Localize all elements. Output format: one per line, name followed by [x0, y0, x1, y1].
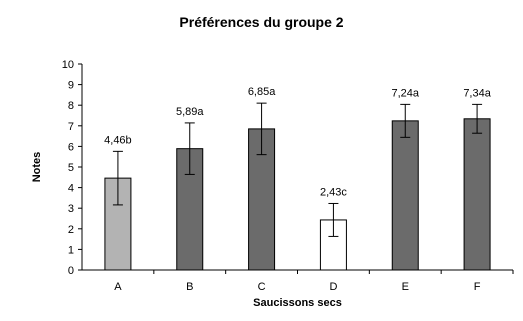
data-label: 7,34a: [463, 87, 491, 99]
y-tick-label: 3: [68, 203, 74, 215]
x-tick-label: A: [114, 281, 122, 293]
bars: [104, 102, 491, 271]
labels: A 4,46b B 5,89a C 6,85a D 2,43c E 7,24a F 7,34a Sauc…: [104, 86, 492, 309]
bar: [463, 118, 491, 271]
y-tick-label: 1: [68, 244, 74, 256]
y-tick-label: 4: [68, 183, 74, 195]
data-label: 2,43c: [320, 186, 347, 198]
x-tick-label: C: [258, 281, 266, 293]
y-tick-label: 9: [68, 80, 74, 92]
data-label: 7,24a: [391, 87, 419, 99]
y-tick-label: 0: [68, 265, 74, 277]
y-axis-label: Notes: [31, 152, 43, 183]
y-tick-label: 2: [68, 224, 74, 236]
data-label: 5,89a: [176, 106, 204, 118]
y-tick-label: 7: [68, 121, 74, 133]
bar: [176, 148, 204, 271]
x-tick-label: F: [474, 281, 481, 293]
data-label: 4,46b: [104, 134, 132, 146]
y-tick-label: 5: [68, 162, 74, 174]
y-tick-label: 10: [62, 59, 74, 71]
y-tick-label: 8: [68, 100, 74, 112]
axes: 0 1 2 3 4 5 6 7 8 9 10 Notes: [31, 59, 514, 277]
bar: [391, 120, 419, 271]
data-label: 6,85a: [248, 86, 276, 98]
y-tick-label: 6: [68, 141, 74, 153]
chart-title: Préférences du groupe 2: [179, 14, 344, 30]
x-tick-label: D: [329, 281, 337, 293]
x-axis-label: Saucissons secs: [253, 297, 342, 309]
x-tick-label: E: [402, 281, 409, 293]
x-tick-label: B: [186, 281, 193, 293]
